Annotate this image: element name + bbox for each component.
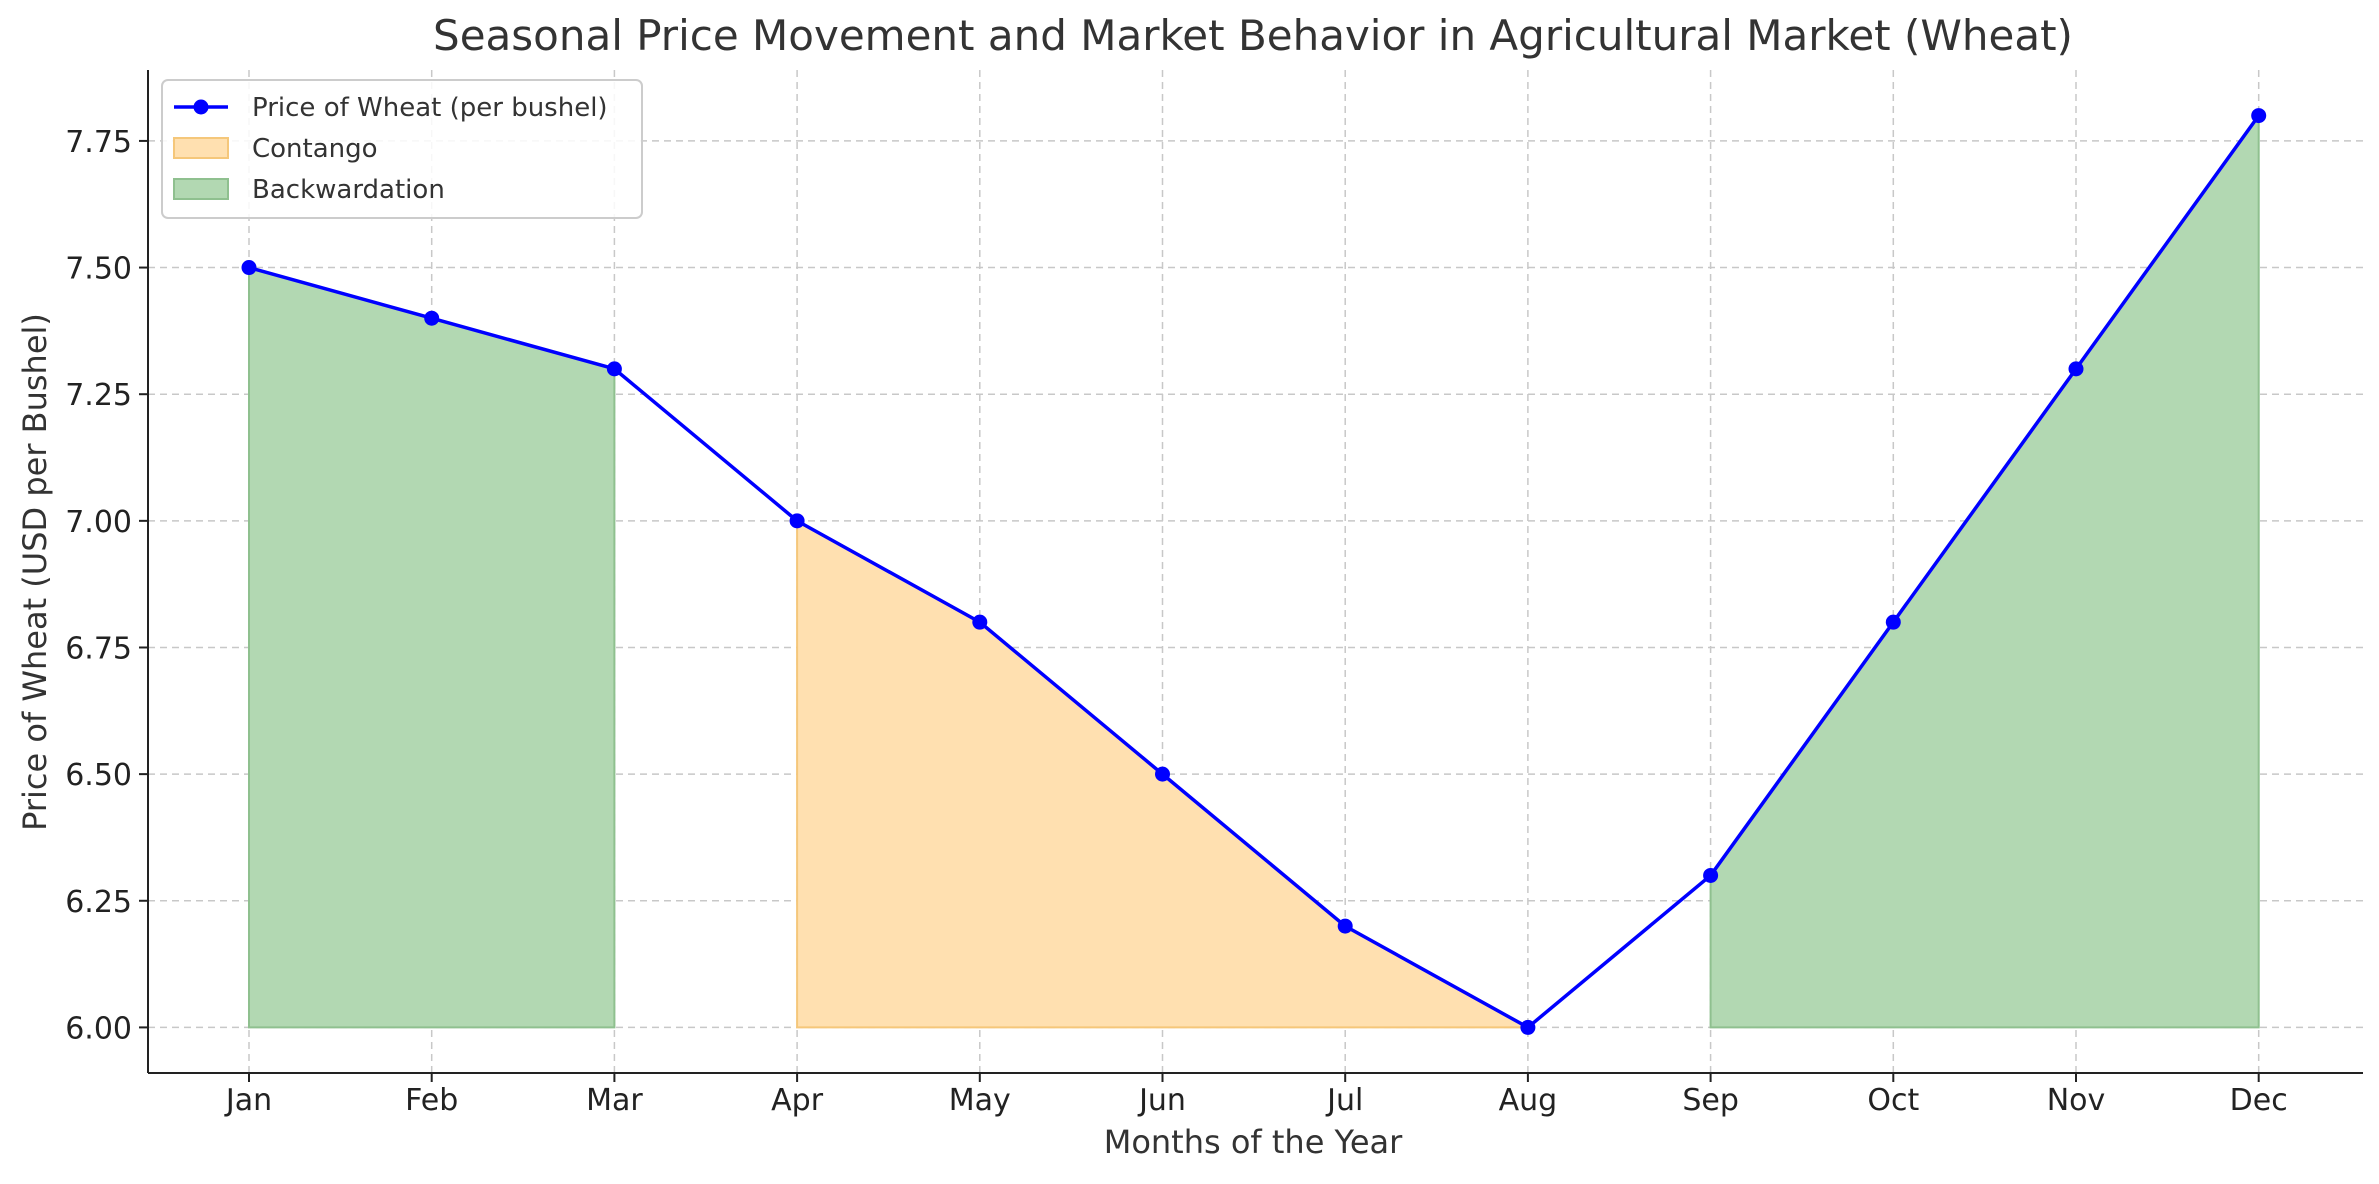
x-tick-label: Apr — [771, 1083, 824, 1118]
x-axis-label: Months of the Year — [1104, 1123, 1403, 1161]
data-point-nov — [2068, 361, 2084, 377]
y-tick-label: 6.25 — [65, 885, 132, 920]
data-point-jan — [241, 260, 257, 276]
y-axis-label: Price of Wheat (USD per Bushel) — [16, 313, 54, 831]
legend-box — [161, 79, 643, 219]
data-point-oct — [1885, 614, 1901, 630]
y-tick-label: 7.00 — [65, 505, 132, 540]
legend-marker-swatch — [193, 99, 209, 115]
x-tick-label: Nov — [2047, 1083, 2106, 1118]
x-tick-label: Jun — [1137, 1083, 1186, 1118]
x-tick-label: May — [949, 1083, 1011, 1118]
x-tick-label: Jan — [224, 1083, 272, 1118]
data-point-may — [972, 614, 988, 630]
y-tick-label: 6.75 — [65, 631, 132, 666]
y-tick-label: 7.25 — [65, 378, 132, 413]
legend: Price of Wheat (per bushel) Contango Backw… — [161, 79, 643, 219]
data-point-aug — [1520, 1019, 1536, 1035]
x-tick-label: Feb — [405, 1083, 458, 1118]
legend-patch-backwardation — [173, 178, 229, 200]
x-tick-label: Oct — [1867, 1083, 1919, 1118]
y-tick-label: 7.75 — [65, 125, 132, 160]
legend-label: Price of Wheat (per bushel) — [252, 93, 608, 123]
legend-label: Contango — [252, 134, 378, 164]
x-tick-label: Mar — [586, 1083, 643, 1118]
x-tick-label: Aug — [1499, 1083, 1558, 1118]
data-point-sep — [1703, 867, 1719, 883]
data-point-mar — [606, 361, 622, 377]
y-tick-label: 7.50 — [65, 252, 132, 287]
legend-patch-contango — [173, 137, 229, 159]
data-point-apr — [789, 513, 805, 529]
region-backwardation — [248, 266, 616, 1029]
data-point-dec — [2251, 108, 2267, 124]
data-point-jun — [1155, 766, 1170, 782]
region-backwardation — [1709, 112, 2260, 1029]
line-layer — [241, 108, 2267, 1035]
data-point-feb — [424, 310, 440, 326]
y-tick-label: 6.50 — [65, 758, 132, 793]
chart-title: Seasonal Price Movement and Market Behav… — [433, 11, 2073, 60]
y-tick-label: 6.00 — [65, 1011, 132, 1046]
tick-layer: Jan Feb Mar Apr May Jun Jul Aug Sep Oct Nov Dec 6.00… — [65, 125, 2288, 1118]
data-point-jul — [1337, 918, 1353, 934]
x-tick-label: Sep — [1682, 1083, 1739, 1118]
x-tick-label: Dec — [2230, 1083, 2288, 1118]
fill-layer — [248, 112, 2260, 1029]
x-tick-label: Jul — [1325, 1083, 1363, 1118]
axes-layer — [147, 70, 2363, 1074]
series-line — [248, 114, 2261, 1030]
legend-label: Backwardation — [252, 175, 445, 205]
